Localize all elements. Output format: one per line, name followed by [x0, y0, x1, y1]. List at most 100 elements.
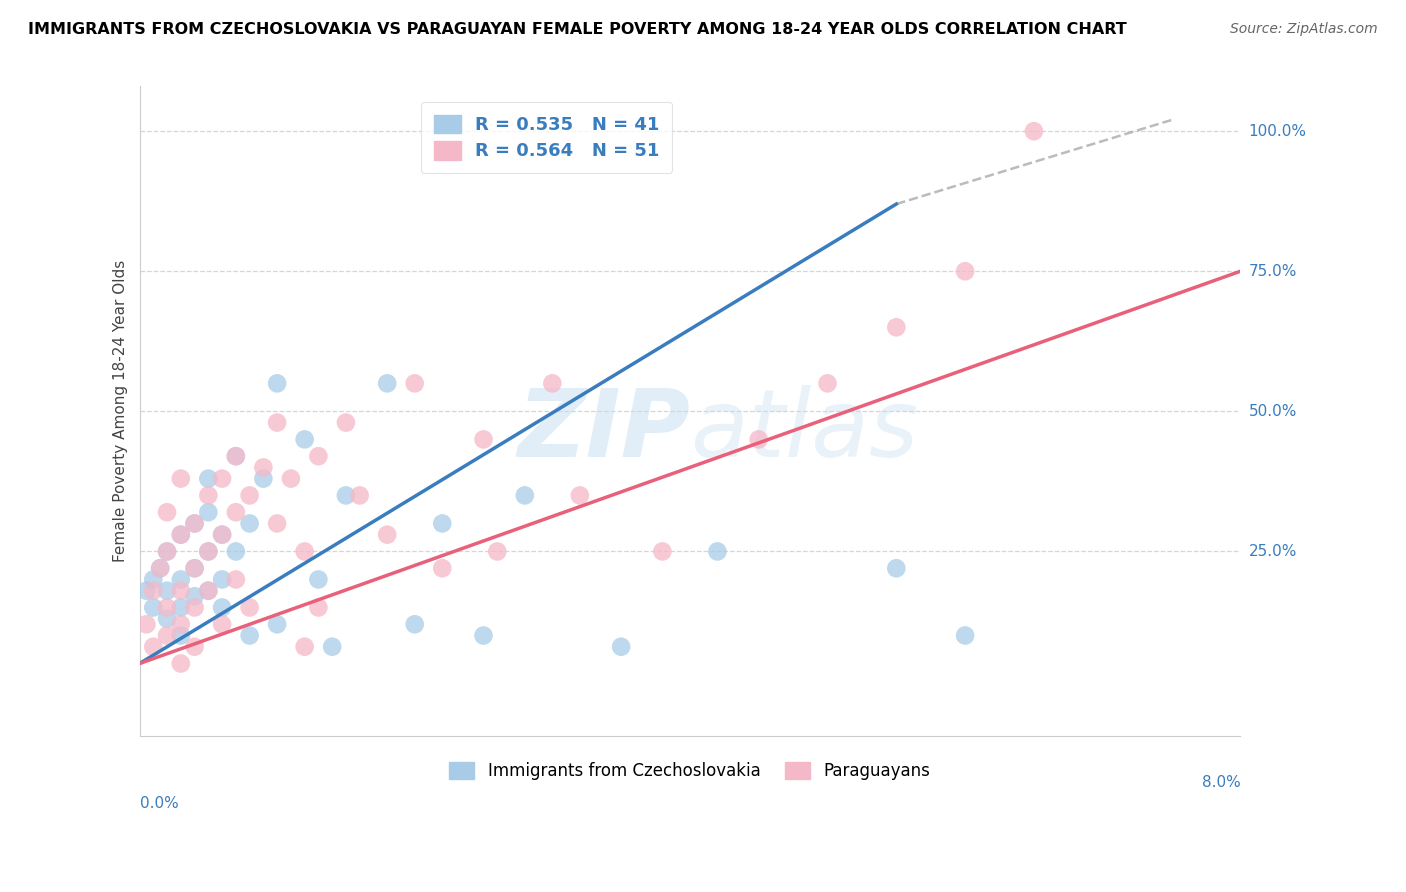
Point [266, 617, 288, 632]
Point [252, 472, 274, 486]
Point [142, 600, 165, 615]
Text: 50.0%: 50.0% [1249, 404, 1296, 419]
Point [156, 628, 179, 642]
Point [307, 449, 329, 463]
Point [170, 573, 193, 587]
Point [135, 617, 157, 632]
Point [335, 416, 357, 430]
Point [294, 544, 316, 558]
Point [211, 472, 233, 486]
Point [183, 561, 205, 575]
Point [953, 628, 976, 642]
Point [197, 544, 219, 558]
Text: atlas: atlas [690, 385, 918, 476]
Point [239, 488, 262, 502]
Point [142, 573, 165, 587]
Text: 8.0%: 8.0% [1202, 775, 1240, 790]
Point [225, 573, 247, 587]
Point [294, 640, 316, 654]
Point [335, 488, 357, 502]
Text: 25.0%: 25.0% [1249, 544, 1296, 559]
Point [170, 527, 193, 541]
Point [280, 472, 302, 486]
Point [817, 376, 839, 391]
Text: IMMIGRANTS FROM CZECHOSLOVAKIA VS PARAGUAYAN FEMALE POVERTY AMONG 18-24 YEAR OLD: IMMIGRANTS FROM CZECHOSLOVAKIA VS PARAGU… [28, 22, 1126, 37]
Point [225, 449, 247, 463]
Point [266, 376, 288, 391]
Point [197, 583, 219, 598]
Point [170, 617, 193, 632]
Point [486, 544, 509, 558]
Point [156, 505, 179, 519]
Point [149, 561, 172, 575]
Point [156, 544, 179, 558]
Point [149, 561, 172, 575]
Point [156, 600, 179, 615]
Point [252, 460, 274, 475]
Text: 100.0%: 100.0% [1249, 124, 1306, 138]
Point [375, 527, 398, 541]
Point [183, 516, 205, 531]
Point [211, 527, 233, 541]
Point [183, 589, 205, 603]
Point [294, 433, 316, 447]
Point [349, 488, 371, 502]
Point [884, 561, 907, 575]
Point [472, 628, 495, 642]
Point [197, 505, 219, 519]
Point [211, 527, 233, 541]
Point [225, 449, 247, 463]
Point [953, 264, 976, 278]
Point [1022, 124, 1045, 138]
Point [197, 544, 219, 558]
Point [170, 527, 193, 541]
Text: 0.0%: 0.0% [139, 797, 179, 811]
Point [432, 516, 454, 531]
Point [183, 600, 205, 615]
Point [307, 573, 329, 587]
Point [404, 376, 426, 391]
Point [170, 472, 193, 486]
Point [156, 544, 179, 558]
Point [183, 640, 205, 654]
Point [170, 600, 193, 615]
Point [183, 516, 205, 531]
Point [541, 376, 564, 391]
Point [706, 544, 728, 558]
Point [307, 600, 329, 615]
Point [197, 488, 219, 502]
Point [610, 640, 633, 654]
Point [225, 505, 247, 519]
Point [432, 561, 454, 575]
Point [239, 600, 262, 615]
Point [142, 583, 165, 598]
Point [513, 488, 536, 502]
Legend: Immigrants from Czechoslovakia, Paraguayans: Immigrants from Czechoslovakia, Paraguay… [443, 755, 938, 787]
Point [321, 640, 343, 654]
Point [884, 320, 907, 334]
Point [170, 628, 193, 642]
Point [170, 583, 193, 598]
Point [225, 544, 247, 558]
Point [568, 488, 591, 502]
Point [748, 433, 770, 447]
Point [156, 583, 179, 598]
Y-axis label: Female Poverty Among 18-24 Year Olds: Female Poverty Among 18-24 Year Olds [114, 260, 128, 563]
Point [183, 561, 205, 575]
Point [239, 516, 262, 531]
Point [651, 544, 673, 558]
Point [170, 657, 193, 671]
Point [472, 433, 495, 447]
Point [197, 472, 219, 486]
Text: ZIP: ZIP [517, 384, 690, 477]
Point [156, 612, 179, 626]
Point [239, 628, 262, 642]
Point [211, 573, 233, 587]
Text: 75.0%: 75.0% [1249, 264, 1296, 279]
Point [135, 583, 157, 598]
Point [211, 600, 233, 615]
Point [266, 416, 288, 430]
Point [375, 376, 398, 391]
Point [266, 516, 288, 531]
Point [211, 617, 233, 632]
